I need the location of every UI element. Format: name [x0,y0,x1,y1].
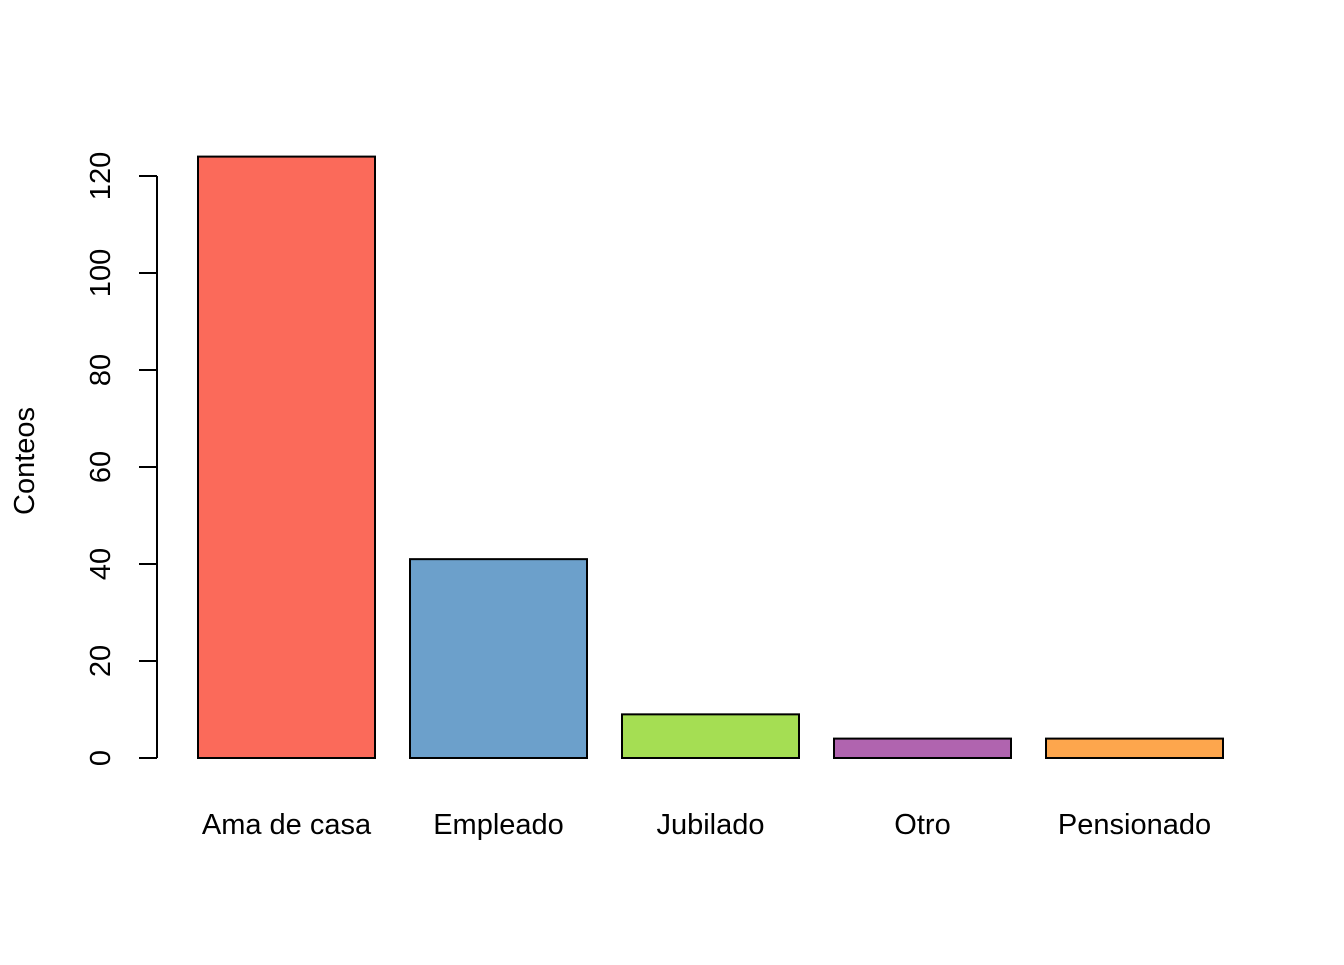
bars [197,155,1224,760]
x-tick-label: Ama de casa [202,809,372,841]
bar-empleado [409,558,588,760]
bar-ama-de-casa [197,155,376,760]
x-tick-label: Empleado [433,809,564,841]
x-axis-labels: Ama de casa Empleado Jubilado Otro Pensionad… [202,809,1211,841]
y-axis: 0 20 40 60 80 100 120 [85,152,158,766]
bar-otro [833,737,1012,759]
x-tick-label: Pensionado [1058,809,1211,841]
bar-pensionado [1045,737,1224,759]
y-tick-label: 40 [85,548,117,580]
y-tick-label: 80 [85,354,117,386]
bar-jubilado [621,713,800,759]
y-tick-label: 0 [85,750,117,766]
y-axis-label: Conteos [9,407,41,515]
y-tick-label: 100 [85,249,117,297]
y-tick-label: 60 [85,451,117,483]
y-tick-label: 120 [85,152,117,200]
x-tick-label: Jubilado [656,809,764,841]
y-tick-label: 20 [85,645,117,677]
x-tick-label: Otro [894,809,950,841]
